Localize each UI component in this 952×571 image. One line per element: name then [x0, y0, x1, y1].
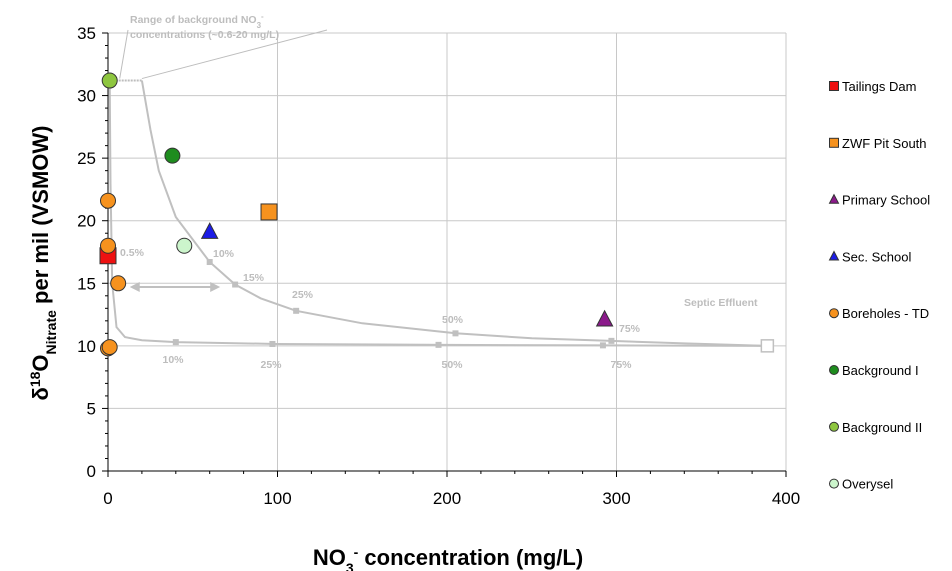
lower-curve-label: 25% [260, 359, 282, 371]
y-tick-label: 15 [77, 274, 96, 293]
legend-label: Primary School [842, 193, 930, 208]
legend-label: Background II [842, 420, 922, 435]
lower-curve-label: 75% [610, 359, 632, 371]
legend-label: ZWF Pit South [842, 136, 927, 151]
y-tick-label: 25 [77, 149, 96, 168]
annotation-leader-line [141, 29, 328, 80]
legend-label: Boreholes - TD [842, 306, 929, 321]
mixing-marker [435, 341, 442, 348]
y-tick-label: 20 [77, 212, 96, 231]
upper-curve-label: 50% [442, 314, 464, 326]
upper-curve-label: 10% [213, 248, 235, 260]
x-tick-label: 200 [433, 489, 461, 508]
legend-label: Sec. School [842, 249, 911, 264]
data-point-boreholes-td [100, 237, 116, 254]
x-tick-label: 0 [103, 489, 112, 508]
legend-marker [829, 81, 839, 91]
legend-label: Tailings Dam [842, 79, 916, 94]
mixing-marker [206, 259, 213, 266]
mixing-marker [293, 307, 300, 314]
mixing-marker [599, 342, 606, 349]
annotation-range-line1: Range of background NO3- [130, 12, 264, 30]
x-axis: 0 100 200 300 400 [103, 470, 800, 508]
data-point-background-ii [101, 72, 118, 89]
legend-marker [829, 365, 839, 375]
data-point-zwf-pit-south [260, 203, 278, 221]
x-axis-title: NO3- concentration (mg/L) [313, 544, 583, 571]
data-point-primary-school [595, 309, 614, 327]
y-tick-label: 0 [87, 462, 96, 481]
legend-label: Overysel [842, 477, 893, 492]
septic-effluent-point [760, 339, 775, 353]
legend: Tailings Dam ZWF Pit South Primary School S… [828, 79, 930, 492]
lower-curve-label: 50% [441, 359, 463, 371]
data-point-background-i [164, 147, 181, 164]
annotation-leader-line [119, 29, 129, 79]
x-tick-label: 300 [602, 489, 630, 508]
legend-marker [829, 421, 839, 432]
x-tick-label: 100 [263, 489, 291, 508]
mixing-marker [608, 337, 615, 344]
data-point-boreholes-td [110, 275, 127, 292]
upper-curve-label: 25% [292, 289, 314, 301]
lower-curve-label: 10% [162, 354, 184, 366]
legend-marker [828, 250, 840, 261]
y-axis-title: δ18ONitrate per mil (VSMOW) [27, 126, 59, 401]
y-tick-label: 10 [77, 337, 96, 356]
x-tick-label: 400 [772, 489, 800, 508]
legend-marker [828, 193, 840, 204]
mixing-marker [452, 330, 459, 337]
mixing-curves [108, 29, 768, 349]
data-point-sec-school [200, 222, 219, 239]
curve-labels: 0.5% 10% 15% 25% 50% 75% 10% 25% 50% 75% [120, 247, 641, 371]
mixing-curve-upper [140, 80, 768, 347]
grid [108, 32, 787, 471]
mixing-marker [172, 339, 179, 346]
data-point-boreholes-td [101, 339, 118, 356]
y-tick-label: 30 [77, 87, 96, 106]
legend-label: Background I [842, 363, 919, 378]
upper-curve-label: 15% [243, 272, 265, 284]
annotation-range-line2: concentrations (~0.6-20 mg/L) [130, 29, 279, 41]
y-tick-label: 35 [77, 24, 96, 43]
upper-curve-label: 0.5% [120, 247, 145, 259]
legend-marker [829, 308, 839, 319]
y-tick-label: 5 [87, 399, 96, 418]
double-arrow-head-left [129, 282, 140, 293]
double-arrow-head-right [210, 282, 221, 293]
data-point-overysel [176, 237, 193, 254]
mixing-marker [269, 340, 276, 347]
legend-marker [829, 137, 839, 148]
data-point-boreholes-td [100, 192, 116, 209]
data-points [99, 72, 775, 357]
legend-marker [829, 478, 839, 489]
annotation-septic-effluent: Septic Effluent [684, 297, 758, 309]
upper-curve-label: 75% [619, 323, 641, 335]
mixing-curve-lower [108, 80, 768, 347]
mixing-marker [232, 281, 239, 288]
